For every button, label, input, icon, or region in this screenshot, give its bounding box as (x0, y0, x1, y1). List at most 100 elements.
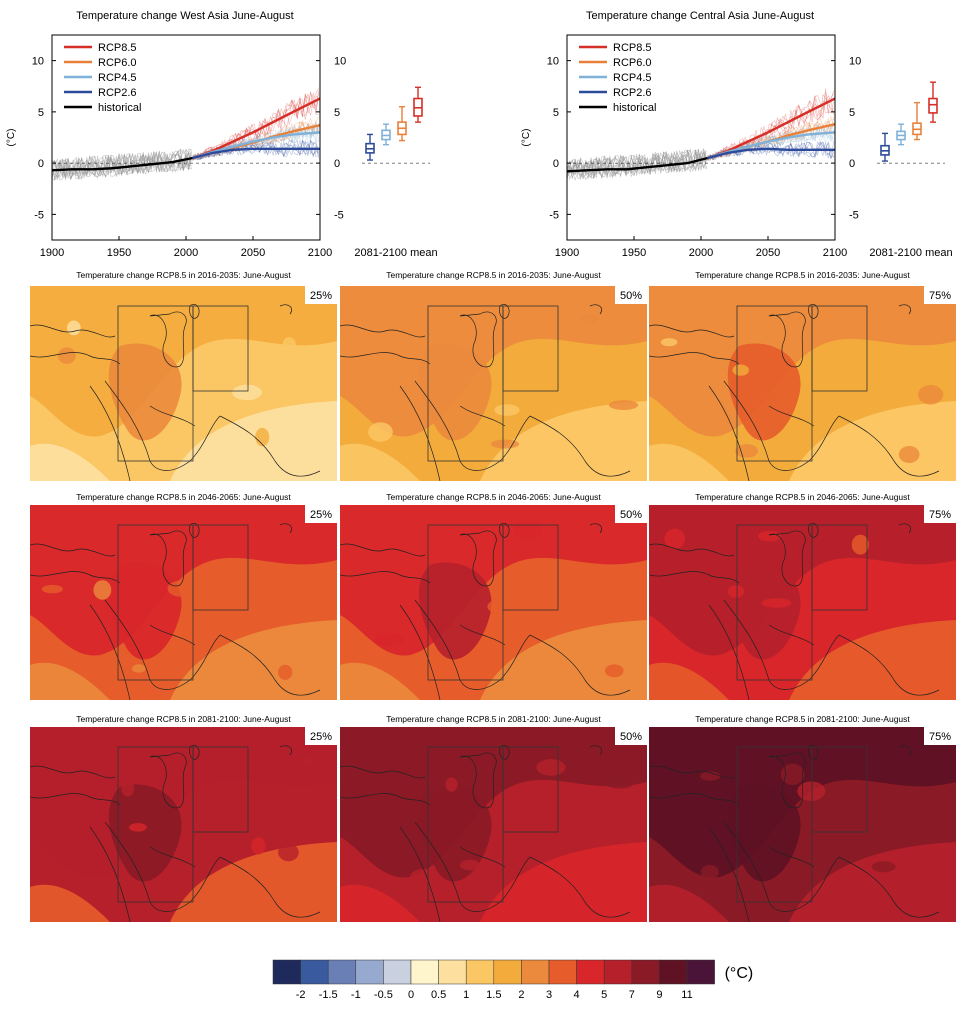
historical-member-line (51, 150, 192, 180)
map-panel: 25% (30, 505, 337, 700)
scenario-member-line (707, 115, 834, 158)
colorbar-swatch (686, 959, 715, 985)
map-warm-region (340, 286, 647, 437)
map-patch (851, 534, 869, 555)
historical-member-line (51, 151, 192, 180)
colorbar-label: 2 (518, 989, 524, 1001)
map-panel: 75% (649, 286, 956, 481)
ts-panel-central-asia: Temperature change Central Asia June-Aug… (515, 0, 960, 265)
y-tick-label: 10 (547, 56, 559, 68)
map-patch (374, 632, 404, 646)
map-patch (700, 864, 719, 880)
colorbar-label: -1 (351, 989, 361, 1001)
y-axis-label: (°C) (521, 129, 532, 147)
map-cool-region (789, 620, 956, 700)
central-asia-box (811, 305, 868, 392)
map-cool-region (480, 401, 647, 481)
map-warm-region (30, 505, 337, 656)
map-hot-region (418, 343, 492, 441)
percentile-badge: 50% (620, 509, 642, 521)
map-cool-region (30, 662, 110, 700)
colorbar-swatch (493, 959, 522, 985)
map-hot-region (727, 562, 801, 660)
map-patch (780, 763, 805, 786)
map-cool-region (170, 842, 337, 922)
percentile-badge: 50% (620, 731, 642, 743)
map-cool-region (789, 842, 956, 922)
map-cool-region (170, 401, 337, 481)
map-title: Temperature change RCP8.5 in 2081-2100: … (76, 714, 291, 724)
map-patch (282, 337, 296, 351)
map-patch (664, 528, 686, 549)
map-patch (898, 445, 920, 464)
boxplot-rcp26 (365, 133, 375, 161)
y-tick-label: -5 (34, 209, 44, 221)
map-patch (131, 664, 146, 673)
colorbar-swatch (659, 959, 688, 985)
scenario-member-line (192, 125, 319, 160)
map-patch (758, 530, 782, 542)
colorbar-label: 5 (601, 989, 607, 1001)
colorbar-label: 1 (463, 989, 469, 1001)
map-patch (380, 656, 410, 675)
central-asia-box (502, 524, 559, 611)
colorbar-label: -1.5 (319, 989, 338, 1001)
scenario-member-line (707, 93, 834, 160)
map-cool-region (170, 620, 337, 700)
map-warm-region (30, 286, 337, 437)
x-tick-label: 2100 (823, 247, 847, 259)
map-patch (167, 580, 195, 597)
map-patch (278, 843, 299, 862)
historical-member-line (566, 149, 707, 179)
boxplot-label: 2081-2100 mean (869, 247, 952, 259)
colorbar-label: 9 (656, 989, 662, 1001)
map-hot-region (108, 784, 182, 882)
coastlines (30, 303, 321, 481)
map-panel: 50% (340, 505, 647, 700)
x-tick-label: 1950 (107, 247, 131, 259)
map-title: Temperature change RCP8.5 in 2046-2065: … (695, 492, 910, 502)
map-patch (494, 404, 520, 416)
percentile-badge-bg (615, 505, 647, 523)
boxplot-rcp45 (381, 123, 391, 146)
boxplot-rcp26 (880, 132, 890, 162)
y-tick-label: 0 (553, 158, 559, 170)
map-panel: 75% (649, 727, 956, 922)
map-patch (121, 781, 134, 797)
legend-label: RCP8.5 (98, 42, 137, 54)
percentile-badge: 25% (310, 731, 332, 743)
map-patch (727, 585, 745, 598)
y-tick-label-right: 10 (849, 56, 861, 68)
percentile-badge: 75% (929, 731, 951, 743)
map-patch (459, 859, 481, 871)
map-cool-region (30, 884, 110, 922)
region-boxes (117, 524, 249, 681)
map-patch (606, 779, 633, 789)
map-panel: 50% (340, 727, 647, 922)
colorbar-label: 3 (546, 989, 552, 1001)
colorbar-swatch (576, 959, 605, 985)
map-cool-region (340, 662, 420, 700)
map-patch (232, 384, 262, 401)
scenario-member-line (192, 92, 319, 160)
scenario-member-line (192, 140, 319, 161)
region-boxes (736, 746, 868, 903)
map-hot-region (418, 784, 492, 882)
colorbar-swatch (631, 959, 660, 985)
map-cool-region (30, 443, 110, 481)
map-warm-region (340, 505, 647, 656)
colorbar-label: -0.5 (374, 989, 393, 1001)
colorbar-swatch (383, 959, 412, 985)
boxplot-rcp60 (397, 106, 407, 142)
percentile-badge-bg (305, 505, 337, 523)
colorbar-swatch (548, 959, 577, 985)
map-warm-region (649, 286, 956, 437)
colorbar-label: 1.5 (486, 989, 501, 1001)
map-title: Temperature change RCP8.5 in 2046-2065: … (76, 492, 291, 502)
boxplot-rcp45 (896, 123, 906, 146)
ts-panel-west-asia: Temperature change West Asia June-August… (0, 0, 470, 265)
y-tick-label-right: 10 (334, 56, 346, 68)
map-patch (761, 598, 792, 608)
map-cool-region (340, 884, 420, 922)
colorbar-label: 11 (681, 989, 692, 1001)
